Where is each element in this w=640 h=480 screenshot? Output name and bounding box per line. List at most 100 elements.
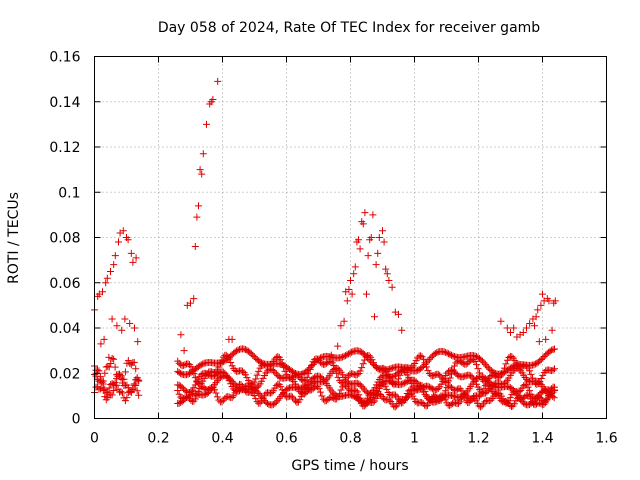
data-point xyxy=(412,398,420,406)
data-point xyxy=(347,276,354,284)
data-point xyxy=(395,310,402,318)
data-point xyxy=(453,371,461,379)
data-point xyxy=(315,385,323,393)
data-point xyxy=(409,376,417,384)
data-point xyxy=(441,396,449,404)
data-point xyxy=(440,348,448,356)
data-point xyxy=(315,372,323,380)
data-point xyxy=(356,381,364,389)
data-point xyxy=(484,364,492,372)
data-point xyxy=(203,369,211,377)
data-point xyxy=(263,400,271,408)
data-point xyxy=(101,369,109,377)
data-point xyxy=(249,385,257,393)
data-point xyxy=(177,370,185,378)
data-point xyxy=(447,370,455,378)
data-point xyxy=(506,364,514,372)
data-point xyxy=(105,353,113,361)
data-point xyxy=(507,329,514,337)
data-point xyxy=(118,326,126,334)
data-point xyxy=(524,377,532,385)
data-point xyxy=(380,238,388,246)
data-point xyxy=(546,347,554,355)
data-point xyxy=(250,378,258,386)
data-point xyxy=(523,324,530,332)
data-point xyxy=(102,389,110,397)
data-point xyxy=(352,386,360,394)
data-point xyxy=(93,366,101,374)
data-point xyxy=(437,380,445,388)
data-point xyxy=(539,354,547,362)
data-point xyxy=(305,379,313,387)
data-point xyxy=(358,364,366,372)
data-point xyxy=(269,367,277,375)
data-point xyxy=(334,373,342,381)
data-point xyxy=(290,369,298,377)
data-point xyxy=(283,385,291,393)
data-point xyxy=(459,373,467,381)
data-point xyxy=(508,353,516,361)
data-point xyxy=(422,402,430,410)
data-point xyxy=(303,367,311,375)
data-point xyxy=(230,379,238,387)
data-point xyxy=(497,397,505,405)
data-point xyxy=(447,351,455,359)
data-point xyxy=(191,374,199,382)
data-point xyxy=(115,238,122,246)
data-point xyxy=(474,365,482,373)
data-point xyxy=(108,354,116,362)
data-point xyxy=(284,384,292,392)
data-point xyxy=(412,378,420,386)
data-point xyxy=(398,326,406,334)
data-point xyxy=(113,322,121,330)
data-point xyxy=(227,376,235,384)
data-point xyxy=(551,365,559,373)
data-point xyxy=(116,371,124,379)
data-point xyxy=(450,362,458,370)
data-point xyxy=(333,369,341,377)
data-point xyxy=(477,388,485,396)
data-point xyxy=(130,380,138,388)
data-point xyxy=(386,365,394,373)
y-tick-label: 0.06 xyxy=(49,276,80,292)
data-point xyxy=(225,374,233,382)
data-point xyxy=(334,342,342,350)
y-axis-label: ROTI / TECUs xyxy=(6,192,22,284)
data-point xyxy=(131,324,138,332)
data-point xyxy=(427,354,435,362)
data-point xyxy=(425,399,433,407)
data-point xyxy=(124,236,132,244)
data-point xyxy=(121,368,129,376)
data-point xyxy=(400,364,408,372)
data-point xyxy=(520,382,528,390)
data-point xyxy=(272,398,280,406)
data-point xyxy=(241,371,249,379)
data-point xyxy=(446,350,454,358)
x-tick-label: 0.8 xyxy=(339,431,361,447)
data-point xyxy=(309,360,317,368)
data-point xyxy=(487,396,495,404)
data-point xyxy=(347,348,355,356)
data-point xyxy=(355,236,362,244)
data-point xyxy=(383,385,391,393)
data-point xyxy=(268,389,276,397)
data-point xyxy=(436,371,444,379)
data-point xyxy=(471,395,479,403)
data-point xyxy=(353,371,361,379)
data-point xyxy=(117,388,125,396)
x-tick-label: 0.6 xyxy=(275,431,297,447)
data-point xyxy=(418,363,426,371)
data-point xyxy=(551,387,559,395)
data-point xyxy=(531,401,539,409)
data-point xyxy=(99,288,106,296)
data-point xyxy=(212,368,220,376)
data-point xyxy=(111,363,119,371)
data-point xyxy=(397,380,405,388)
data-point xyxy=(127,249,135,257)
data-point xyxy=(379,394,387,402)
data-point xyxy=(497,317,505,325)
data-point xyxy=(403,365,411,373)
data-point xyxy=(477,356,485,364)
data-point xyxy=(361,386,369,394)
data-point xyxy=(464,359,472,367)
